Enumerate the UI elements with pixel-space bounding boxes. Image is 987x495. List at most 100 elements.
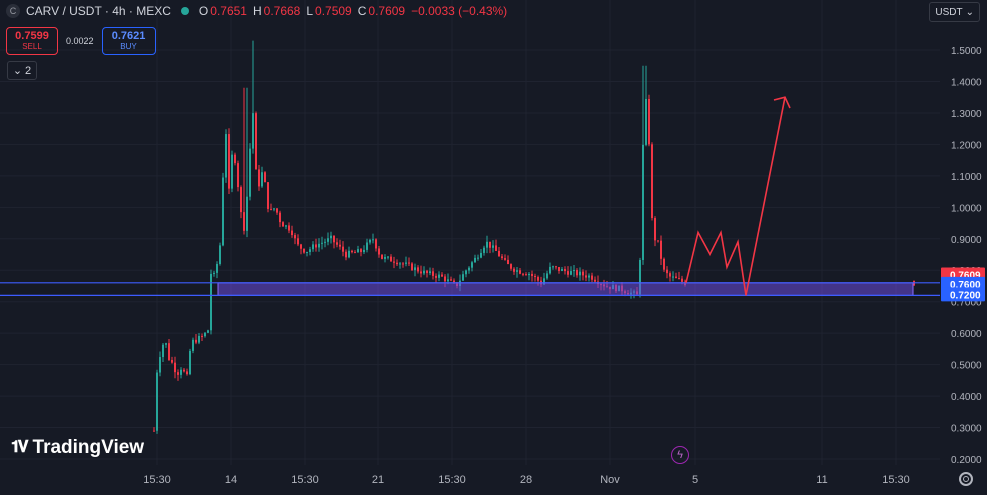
chart-grid — [0, 0, 940, 465]
candle-body — [477, 257, 479, 259]
candle-body — [354, 252, 356, 254]
candle-body — [168, 343, 170, 360]
candle-body — [537, 277, 539, 281]
gear-icon[interactable] — [959, 472, 973, 486]
price-tick-label: 0.9000 — [951, 235, 982, 246]
price-label-text: 0.7200 — [950, 290, 981, 301]
candle-body — [177, 372, 179, 375]
candle-body — [186, 371, 188, 375]
buy-button[interactable]: 0.7621 BUY — [101, 27, 156, 55]
candle-body — [681, 278, 683, 282]
candle-body — [534, 275, 536, 278]
candle-body — [243, 212, 245, 231]
price-axis[interactable]: 0.20000.30000.40000.50000.60000.70000.80… — [941, 46, 985, 466]
zone-rect — [217, 282, 914, 296]
candle-body — [489, 241, 491, 248]
candle-body — [498, 250, 500, 257]
indicators-toggle[interactable]: ⌄ 2 — [7, 61, 37, 80]
tradingview-logo[interactable]: 𝟏𝐕 TradingView — [11, 437, 144, 459]
candle-body — [483, 247, 485, 253]
time-axis[interactable]: 15:30 14 15:30 21 15:30 28 Nov 5 11 15:30 — [143, 474, 910, 486]
ohlc-close-label: C — [357, 4, 367, 18]
price-tick-label: 1.5000 — [951, 46, 982, 57]
candle-body — [276, 208, 278, 213]
candle-body — [240, 187, 242, 213]
candle-body — [678, 278, 680, 280]
price-tick-label: 1.0000 — [951, 203, 982, 214]
candle-body — [294, 235, 296, 239]
candle-body — [441, 274, 443, 277]
lightning-icon[interactable]: ϟ — [671, 446, 689, 464]
candle-body — [360, 249, 362, 253]
candle-body — [420, 271, 422, 274]
candle-body — [306, 251, 308, 253]
candle-body — [357, 249, 359, 253]
candle-body — [657, 240, 659, 242]
candle-body — [393, 261, 395, 263]
candle-body — [390, 256, 392, 262]
candle-body — [510, 264, 512, 269]
candle-body — [342, 246, 344, 252]
candle-body — [309, 249, 311, 252]
projection-arrow[interactable] — [685, 96, 791, 296]
candle-body — [198, 335, 200, 343]
candle-body — [675, 276, 677, 279]
currency-value: USDT — [935, 6, 963, 18]
candle-body — [486, 241, 488, 248]
candle-body — [417, 267, 419, 272]
time-tick-label: 21 — [372, 474, 384, 486]
candle-body — [201, 335, 203, 337]
candle-body — [546, 273, 548, 279]
candle-body — [561, 269, 563, 271]
candle-body — [570, 271, 572, 275]
candle-body — [411, 263, 413, 271]
candle-body — [345, 251, 347, 258]
candle-body — [387, 256, 389, 258]
candle-body — [321, 242, 323, 244]
candle-body — [228, 134, 230, 189]
candle-body — [213, 272, 215, 274]
candle-body — [447, 279, 449, 282]
symbol-title[interactable]: CARV / USDT · 4h · MEXC — [26, 4, 171, 18]
candle-body — [423, 270, 425, 274]
candle-body — [255, 113, 257, 170]
time-tick-label: 5 — [692, 474, 698, 486]
candle-body — [372, 239, 374, 241]
price-label-badge — [941, 276, 985, 291]
candle-body — [462, 274, 464, 281]
candle-body — [318, 243, 320, 248]
candle-body — [219, 245, 221, 264]
price-tick-label: 1.1000 — [951, 172, 982, 183]
candle-body — [192, 339, 194, 351]
time-tick-label: 28 — [520, 474, 532, 486]
sell-button[interactable]: 0.7599 SELL — [6, 27, 58, 55]
candle-body — [396, 262, 398, 265]
price-tick-label: 1.2000 — [951, 140, 982, 151]
chevron-down-icon: ⌄ — [12, 65, 23, 77]
candle-body — [654, 218, 656, 241]
candle-body — [216, 263, 218, 273]
support-zone[interactable] — [0, 282, 940, 297]
candle-body — [507, 259, 509, 265]
candle-body — [330, 235, 332, 239]
candle-body — [159, 357, 161, 373]
currency-select[interactable]: USDT ⌄ — [929, 2, 980, 22]
candle-body — [384, 256, 386, 259]
candle-body — [174, 362, 176, 373]
candle-body — [414, 267, 416, 271]
candle-body — [381, 254, 383, 259]
candle-body — [426, 270, 428, 274]
candle-body — [471, 262, 473, 268]
tradingview-logo-icon: 𝟏𝐕 — [11, 439, 28, 456]
candle-body — [312, 244, 314, 250]
candle-body — [663, 258, 665, 270]
candle-body — [504, 258, 506, 260]
buy-price: 0.7621 — [111, 30, 146, 43]
time-tick-label: Nov — [600, 474, 620, 486]
candle-body — [363, 249, 365, 253]
candle-body — [519, 270, 521, 274]
candle-body — [375, 239, 377, 249]
price-change: −0.0033 (−0.43%) — [411, 4, 508, 18]
price-label-text: 0.7600 — [950, 280, 981, 291]
